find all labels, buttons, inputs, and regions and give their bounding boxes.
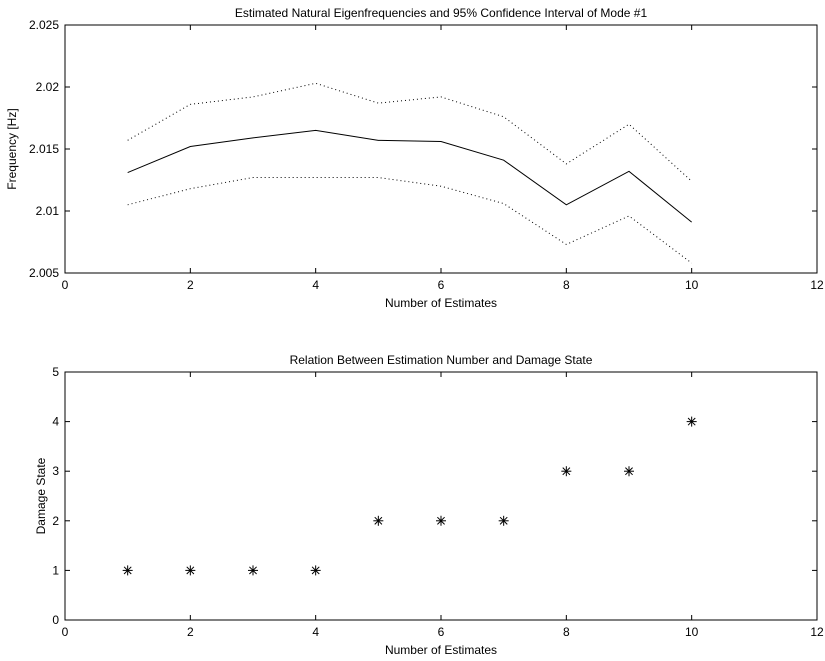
damage-y-axis-label: Damage State	[34, 457, 48, 534]
damage-state-point	[624, 466, 634, 477]
frequency-plot-panel: 0 2 4 6 8 10 12 2.005 2.01 2.015 2.02 2.025 Estimate…	[5, 6, 824, 310]
damage-y-tick-label: 3	[52, 464, 59, 478]
freq-y-tick-label: 2.01	[36, 204, 60, 218]
asterisk-marker-stroke	[562, 467, 571, 476]
damage-state-point	[310, 565, 321, 576]
freq-x-axis-label: Number of Estimates	[385, 296, 497, 310]
freq-y-tick-label: 2.025	[29, 18, 59, 32]
damage-x-axis-label: Number of Estimates	[385, 643, 497, 657]
freq-y-axis-label: Frequency [Hz]	[5, 108, 19, 189]
damage-x-tick-label: 2	[187, 625, 194, 639]
damage-x-tick-label: 10	[685, 625, 699, 639]
freq-x-tick-label: 4	[312, 278, 319, 292]
asterisk-marker-stroke	[186, 566, 195, 575]
damage-state-point	[373, 515, 384, 526]
upper-confidence-bound-line	[127, 82, 693, 182]
damage-y-tick-label: 1	[52, 563, 59, 577]
damage-y-tick-label: 4	[52, 415, 59, 429]
damage-state-point	[122, 565, 133, 576]
freq-y-tick-label: 2.015	[29, 142, 59, 156]
damage-chart-title: Relation Between Estimation Number and D…	[290, 353, 593, 367]
freq-x-tick-label: 6	[438, 278, 445, 292]
frequency-estimate-line	[127, 129, 692, 223]
damage-state-point	[436, 515, 446, 526]
asterisk-marker-stroke	[687, 417, 696, 426]
damage-state-point	[185, 565, 196, 576]
asterisk-marker-stroke	[123, 566, 132, 575]
damage-x-tick-label: 6	[438, 625, 445, 639]
damage-y-tick-label: 5	[52, 365, 59, 379]
lower-confidence-bound-line	[127, 177, 692, 264]
freq-x-tick-label: 2	[187, 278, 194, 292]
freq-y-tick-label: 2.005	[29, 266, 59, 280]
asterisk-marker-stroke	[437, 516, 445, 525]
freq-x-tick-label: 10	[685, 278, 699, 292]
asterisk-marker-stroke	[249, 566, 257, 575]
asterisk-marker-stroke	[625, 467, 633, 476]
damage-axes-frame	[64, 371, 818, 621]
damage-y-tick-label: 0	[52, 613, 59, 627]
asterisk-marker-stroke	[311, 566, 320, 575]
damage-state-point	[561, 466, 572, 477]
damage-x-tick-label: 4	[312, 625, 319, 639]
freq-x-tick-label: 8	[563, 278, 570, 292]
freq-x-tick-label: 0	[62, 278, 69, 292]
damage-y-tick-label: 2	[52, 514, 59, 528]
damage-state-point	[686, 416, 697, 427]
damage-x-tick-label: 0	[62, 625, 69, 639]
damage-state-point	[248, 565, 258, 576]
damage-state-point	[498, 515, 509, 526]
damage-x-tick-label: 12	[810, 625, 824, 639]
asterisk-marker-stroke	[499, 516, 508, 525]
freq-y-tick-label: 2.02	[36, 80, 60, 94]
freq-x-tick-label: 12	[810, 278, 824, 292]
freq-chart-title: Estimated Natural Eigenfrequencies and 9…	[235, 6, 648, 20]
damage-x-tick-label: 8	[563, 625, 570, 639]
freq-axes-frame	[64, 24, 818, 274]
asterisk-marker-stroke	[374, 516, 383, 525]
